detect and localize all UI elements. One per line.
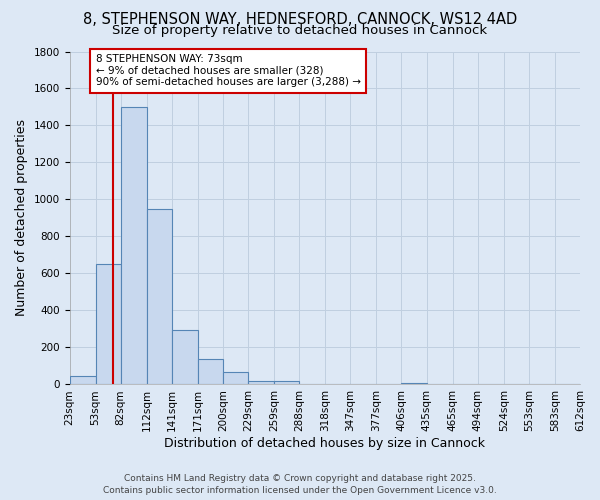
Bar <box>95 264 121 384</box>
X-axis label: Distribution of detached houses by size in Cannock: Distribution of detached houses by size … <box>164 437 485 450</box>
Y-axis label: Number of detached properties: Number of detached properties <box>15 120 28 316</box>
Bar <box>70 376 95 384</box>
Bar <box>146 208 172 384</box>
Text: Contains HM Land Registry data © Crown copyright and database right 2025.
Contai: Contains HM Land Registry data © Crown c… <box>103 474 497 495</box>
Bar <box>401 382 427 384</box>
Text: 8, STEPHENSON WAY, HEDNESFORD, CANNOCK, WS12 4AD: 8, STEPHENSON WAY, HEDNESFORD, CANNOCK, … <box>83 12 517 28</box>
Bar <box>172 330 198 384</box>
Text: Size of property relative to detached houses in Cannock: Size of property relative to detached ho… <box>112 24 488 37</box>
Bar <box>198 360 223 384</box>
Bar <box>121 107 146 384</box>
Bar <box>223 372 248 384</box>
Text: 8 STEPHENSON WAY: 73sqm
← 9% of detached houses are smaller (328)
90% of semi-de: 8 STEPHENSON WAY: 73sqm ← 9% of detached… <box>95 54 361 88</box>
Bar <box>248 381 274 384</box>
Bar <box>274 381 299 384</box>
